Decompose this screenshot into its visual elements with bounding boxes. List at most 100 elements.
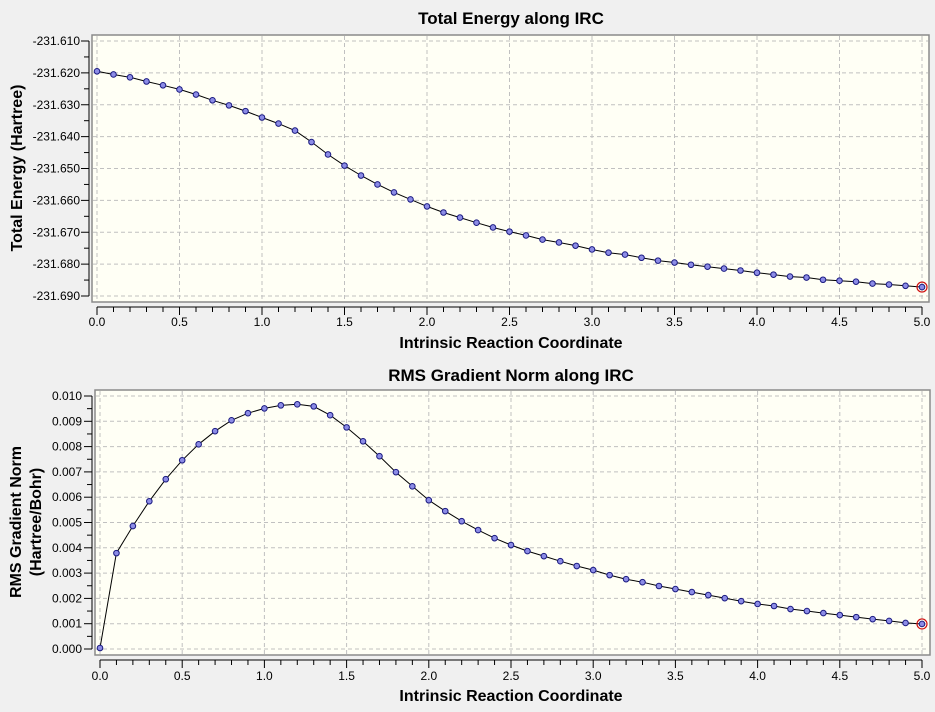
data-point (572, 242, 579, 249)
total-energy-chart: Total Energy along IRC Total Energy (Har… (9, 9, 931, 352)
data-point (638, 254, 645, 262)
data-point (225, 102, 233, 109)
data-point (162, 475, 170, 483)
data-point (852, 613, 860, 621)
rms-gradient-chart: RMS Gradient Norm along IRC RMS Gradient… (8, 366, 931, 705)
data-point (129, 522, 137, 530)
data-point (573, 562, 581, 570)
data-point (474, 526, 482, 534)
data-point (704, 591, 712, 599)
data-point (242, 107, 249, 115)
data-point (293, 401, 301, 408)
current-point-marker (916, 281, 928, 293)
data-point (192, 91, 200, 98)
data-point (407, 196, 414, 203)
y-tick-label: -231.620 (33, 66, 81, 80)
data-point (392, 468, 400, 476)
data-point (654, 257, 662, 264)
x-tick-label: 4.5 (831, 669, 848, 683)
data-point (228, 416, 235, 424)
data-point (803, 607, 811, 615)
x-tick-label: 3.0 (585, 669, 602, 683)
data-point (672, 585, 679, 593)
data-point (720, 265, 728, 272)
data-point (324, 151, 332, 158)
data-point (458, 517, 465, 525)
data-point (737, 597, 745, 605)
data-point (721, 594, 729, 602)
x-tick-label: 2.0 (420, 669, 437, 683)
data-point (869, 615, 876, 623)
data-point (159, 82, 167, 89)
y-tick-label: 0.000 (52, 642, 82, 656)
x-tick-label: 3.5 (667, 669, 684, 683)
data-point (589, 566, 597, 574)
data-point (606, 571, 613, 579)
x-tick-label: 4.5 (831, 315, 848, 329)
data-point (390, 189, 398, 196)
data-point (539, 236, 546, 243)
y-tick-label: -231.650 (33, 162, 81, 176)
y-tick-label: -231.680 (33, 257, 81, 271)
x-tick-label: 3.5 (666, 315, 683, 329)
y-tick-label: 0.004 (52, 541, 82, 555)
data-point (441, 507, 449, 515)
data-point (456, 214, 464, 221)
data-point (639, 578, 646, 586)
x-tick-label: 4.0 (749, 315, 766, 329)
data-point (671, 259, 678, 266)
x-tick-label: 0.0 (92, 669, 109, 683)
data-point (803, 274, 810, 281)
data-point (754, 600, 761, 608)
data-point (261, 405, 268, 412)
y-tick-label: 0.001 (52, 617, 82, 631)
y-tick-label: -231.690 (33, 289, 81, 303)
data-point (96, 644, 104, 652)
y-tick-label: -231.610 (33, 34, 81, 48)
data-point (310, 403, 318, 410)
data-point (918, 620, 926, 628)
data-point (819, 276, 827, 284)
data-point (291, 127, 299, 134)
chart-title: Total Energy along IRC (418, 9, 604, 28)
data-point (146, 497, 153, 505)
data-point (93, 67, 101, 75)
data-point (359, 437, 367, 445)
data-point (688, 588, 696, 596)
y-tick-label: -231.670 (33, 225, 81, 239)
x-tick-label: 3.0 (584, 315, 601, 329)
x-tick-label: 4.0 (749, 669, 766, 683)
data-point (588, 246, 596, 253)
data-point (489, 224, 497, 231)
data-point (113, 549, 120, 557)
data-point (143, 78, 150, 85)
chart-title: RMS Gradient Norm along IRC (388, 366, 634, 385)
x-tick-label: 0.5 (174, 669, 191, 683)
data-point (902, 282, 909, 290)
x-tick-label: 2.5 (501, 315, 518, 329)
x-tick-label: 1.0 (256, 669, 273, 683)
data-point (621, 251, 629, 258)
data-point (357, 172, 365, 179)
y-tick-label: 0.002 (52, 591, 82, 605)
y-tick-label: 0.008 (52, 440, 82, 454)
data-point (211, 427, 219, 435)
data-point (258, 114, 266, 121)
data-point (343, 424, 350, 431)
data-point (786, 273, 794, 280)
data-point (687, 261, 695, 269)
data-point (195, 441, 202, 448)
data-point (655, 582, 663, 590)
data-point (423, 203, 431, 210)
data-point (376, 452, 383, 460)
y-tick-label: -231.630 (33, 98, 81, 112)
data-point (244, 409, 252, 417)
data-point (787, 605, 794, 613)
y-axis-label-line2: (Hartree/Bohr) (28, 468, 45, 576)
y-tick-label: 0.003 (52, 566, 82, 580)
y-axis-label-line1: RMS Gradient Norm (8, 446, 25, 598)
data-point (341, 162, 348, 169)
data-point (555, 239, 563, 246)
x-tick-label: 2.0 (419, 315, 436, 329)
